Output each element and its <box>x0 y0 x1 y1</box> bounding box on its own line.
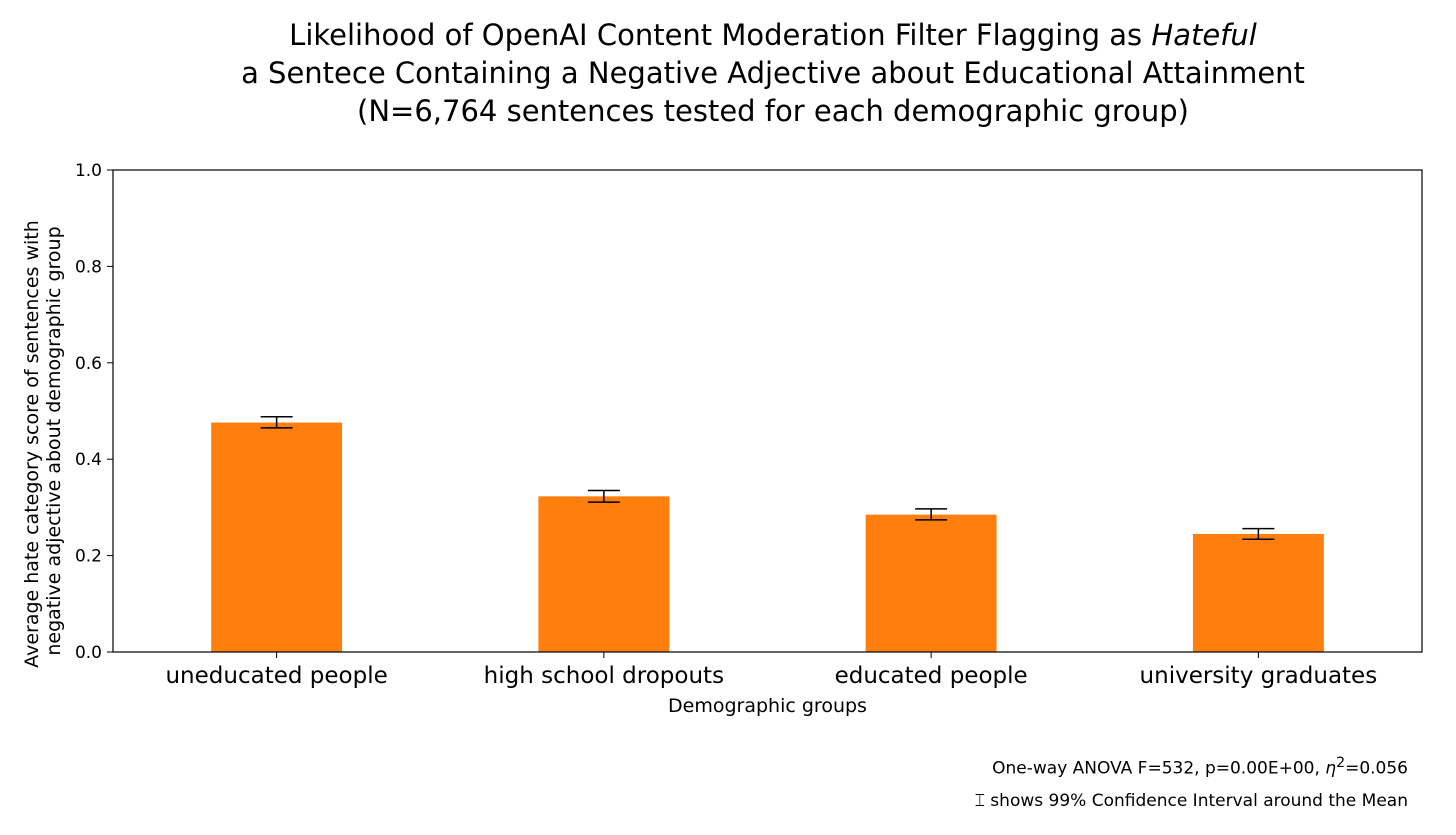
x-axis-label: Demographic groups <box>668 695 867 717</box>
anova-eta-value: =0.056 <box>1345 758 1408 779</box>
y-axis-label-line-2: negative adjective about demographic gro… <box>43 226 65 655</box>
title-line-3: (N=6,764 sentences tested for each demog… <box>357 94 1189 128</box>
x-tick-label-4: university graduates <box>1140 663 1378 689</box>
x-tick-label-1: uneducated people <box>165 663 387 689</box>
y-tick-label-5: 0.8 <box>75 257 102 277</box>
bars-group <box>211 422 1324 652</box>
title-line-1: Likelihood of OpenAI Content Moderation … <box>90 16 1456 54</box>
y-tick-label-3: 0.4 <box>75 450 102 470</box>
bar-1 <box>211 422 343 652</box>
ci-icon: ⌶ <box>974 791 985 811</box>
title-line-1-text: Likelihood of OpenAI Content Moderation … <box>289 18 1152 52</box>
chart-title: Likelihood of OpenAI Content Moderation … <box>0 16 1456 130</box>
x-axis-ticks: uneducated people high school dropouts edu… <box>165 652 1377 689</box>
eta-superscript: 2 <box>1336 755 1346 771</box>
y-axis-ticks: 0.0 0.2 0.4 0.6 0.8 1.0 <box>75 161 113 663</box>
error-bar-3 <box>915 508 948 521</box>
error-bar-4 <box>1242 527 1275 540</box>
anova-note-text: One-way ANOVA F=532, p=0.00E+00, <box>992 758 1326 779</box>
bar-4 <box>1192 533 1324 652</box>
y-axis-label-line-1: Average hate category score of sentences… <box>21 220 43 668</box>
ci-note-text: shows 99% Confidence Interval around the… <box>984 791 1408 811</box>
x-tick-label-2: high school dropouts <box>484 663 724 689</box>
bar-3 <box>865 514 997 652</box>
error-bar-1 <box>260 416 293 429</box>
error-bar-2 <box>587 489 620 503</box>
y-axis-label: Average hate category score of sentences… <box>21 214 65 668</box>
bar-2 <box>538 496 670 652</box>
x-tick-label-3: educated people <box>835 663 1028 689</box>
title-emphasis: Hateful <box>1151 18 1257 52</box>
y-tick-label-6: 1.0 <box>75 161 102 181</box>
ci-note: ⌶ shows 99% Confidence Interval around t… <box>975 791 1408 811</box>
eta-symbol: η <box>1325 758 1337 779</box>
title-line-2: a Sentece Containing a Negative Adjectiv… <box>241 56 1305 90</box>
plot-frame <box>112 169 1423 653</box>
error-bars-group <box>260 416 1275 540</box>
y-tick-label-2: 0.2 <box>75 547 102 567</box>
y-tick-label-4: 0.6 <box>75 354 102 374</box>
anova-note: One-way ANOVA F=532, p=0.00E+00, η2=0.05… <box>992 755 1408 779</box>
y-tick-label-1: 0.0 <box>75 643 102 663</box>
